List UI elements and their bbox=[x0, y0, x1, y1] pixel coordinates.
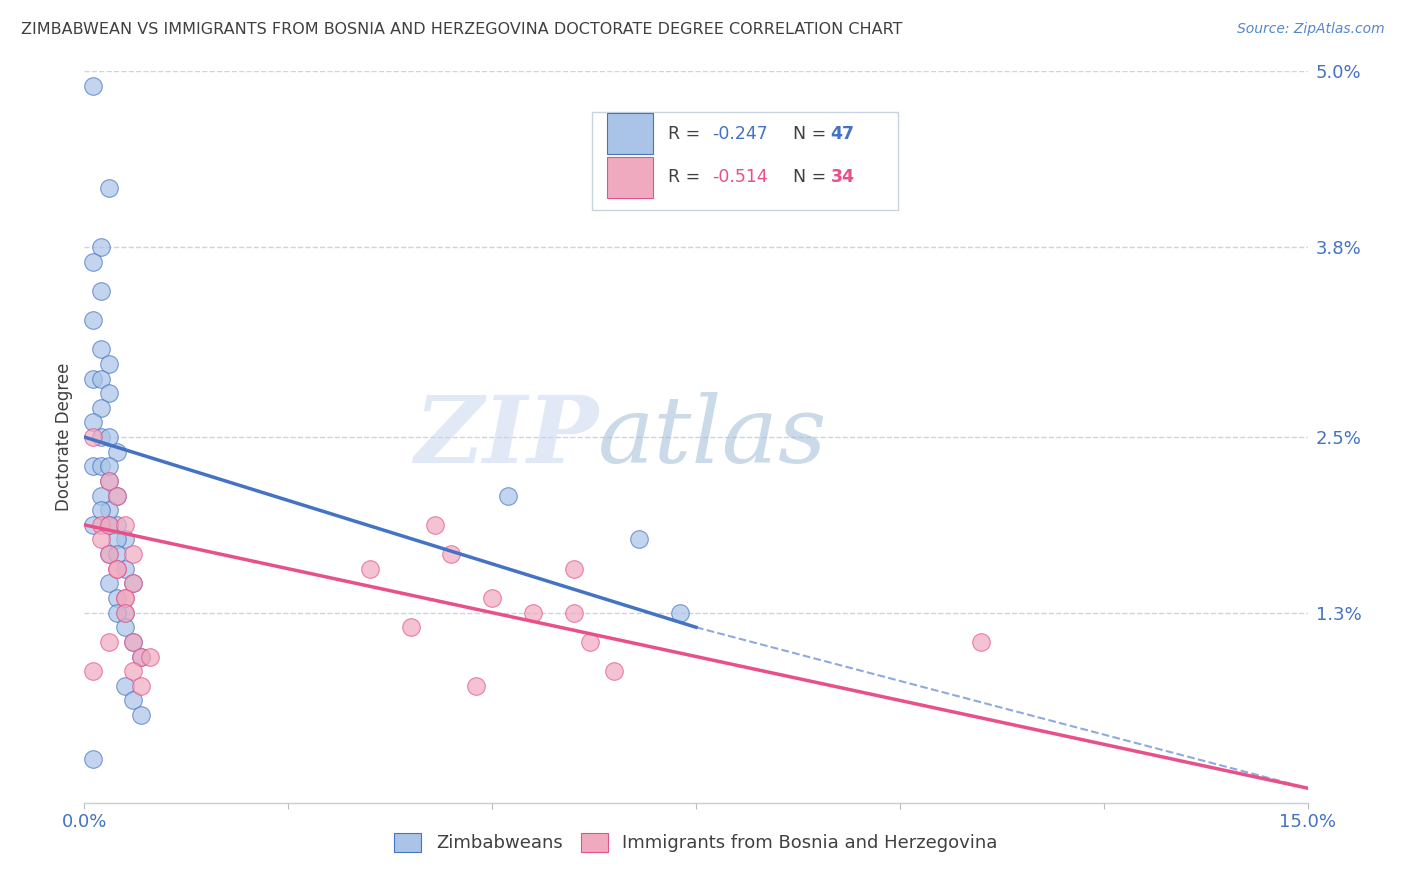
Point bbox=[90, 371, 112, 385]
FancyBboxPatch shape bbox=[592, 112, 898, 211]
Text: N =: N = bbox=[782, 125, 831, 143]
Point bbox=[498, 489, 520, 503]
Text: N =: N = bbox=[782, 169, 831, 186]
Point bbox=[579, 635, 602, 649]
Point bbox=[105, 562, 128, 576]
Point bbox=[97, 474, 120, 488]
Point bbox=[423, 517, 446, 532]
Point bbox=[603, 664, 626, 678]
Point bbox=[90, 343, 112, 357]
Point bbox=[359, 562, 381, 576]
Point bbox=[114, 533, 136, 547]
Point bbox=[90, 240, 112, 254]
Point bbox=[105, 489, 128, 503]
Point bbox=[97, 517, 120, 532]
Text: atlas: atlas bbox=[598, 392, 828, 482]
Point bbox=[97, 547, 120, 561]
Point bbox=[90, 489, 112, 503]
Point bbox=[131, 679, 153, 693]
Point bbox=[668, 606, 690, 620]
Point bbox=[82, 254, 104, 268]
Point bbox=[82, 78, 104, 93]
Point bbox=[82, 371, 104, 385]
Legend: Zimbabweans, Immigrants from Bosnia and Herzegovina: Zimbabweans, Immigrants from Bosnia and … bbox=[387, 826, 1005, 860]
Point bbox=[131, 708, 153, 723]
Text: -0.247: -0.247 bbox=[711, 125, 768, 143]
Point bbox=[122, 664, 145, 678]
Point bbox=[82, 664, 104, 678]
Point bbox=[105, 533, 128, 547]
Point bbox=[114, 606, 136, 620]
Text: ZIMBABWEAN VS IMMIGRANTS FROM BOSNIA AND HERZEGOVINA DOCTORATE DEGREE CORRELATIO: ZIMBABWEAN VS IMMIGRANTS FROM BOSNIA AND… bbox=[21, 22, 903, 37]
Point bbox=[105, 489, 128, 503]
Point bbox=[90, 517, 112, 532]
Point bbox=[562, 562, 585, 576]
Point bbox=[82, 416, 104, 430]
Point bbox=[122, 547, 145, 561]
Point bbox=[90, 401, 112, 415]
Text: -0.514: -0.514 bbox=[711, 169, 768, 186]
Point bbox=[90, 533, 112, 547]
Point bbox=[97, 474, 120, 488]
Point bbox=[82, 459, 104, 474]
Point bbox=[114, 591, 136, 605]
Point bbox=[97, 459, 120, 474]
Y-axis label: Doctorate Degree: Doctorate Degree bbox=[55, 363, 73, 511]
Point bbox=[970, 635, 993, 649]
Point bbox=[138, 649, 160, 664]
Point bbox=[105, 517, 128, 532]
Point bbox=[90, 459, 112, 474]
Text: R =: R = bbox=[668, 125, 706, 143]
Point bbox=[122, 693, 145, 707]
Point bbox=[114, 620, 136, 634]
Point bbox=[440, 547, 463, 561]
Point bbox=[399, 620, 422, 634]
Point bbox=[131, 649, 153, 664]
Point bbox=[131, 649, 153, 664]
Text: R =: R = bbox=[668, 169, 706, 186]
Point bbox=[82, 752, 104, 766]
Text: Source: ZipAtlas.com: Source: ZipAtlas.com bbox=[1237, 22, 1385, 37]
Point bbox=[97, 181, 120, 195]
Point bbox=[97, 517, 120, 532]
Point bbox=[627, 533, 650, 547]
Point bbox=[82, 517, 104, 532]
Point bbox=[122, 635, 145, 649]
Point bbox=[82, 430, 104, 444]
Text: 47: 47 bbox=[831, 125, 855, 143]
Point bbox=[114, 517, 136, 532]
Point bbox=[122, 576, 145, 591]
Point bbox=[522, 606, 544, 620]
Point bbox=[82, 313, 104, 327]
Text: ZIP: ZIP bbox=[413, 392, 598, 482]
Point bbox=[97, 547, 120, 561]
Point bbox=[90, 503, 112, 517]
Point bbox=[481, 591, 503, 605]
Point bbox=[97, 386, 120, 401]
Point bbox=[122, 576, 145, 591]
Point bbox=[105, 591, 128, 605]
FancyBboxPatch shape bbox=[606, 113, 654, 153]
Point bbox=[105, 562, 128, 576]
Point bbox=[97, 576, 120, 591]
Point bbox=[114, 679, 136, 693]
Point bbox=[97, 430, 120, 444]
Point bbox=[114, 562, 136, 576]
Point bbox=[105, 547, 128, 561]
Point bbox=[114, 591, 136, 605]
Point bbox=[122, 635, 145, 649]
Point bbox=[562, 606, 585, 620]
Point bbox=[90, 430, 112, 444]
FancyBboxPatch shape bbox=[606, 157, 654, 197]
Point bbox=[97, 635, 120, 649]
Point bbox=[90, 284, 112, 298]
Point bbox=[97, 357, 120, 371]
Point bbox=[464, 679, 486, 693]
Point bbox=[97, 503, 120, 517]
Text: 34: 34 bbox=[831, 169, 855, 186]
Point bbox=[114, 606, 136, 620]
Point bbox=[105, 606, 128, 620]
Point bbox=[105, 444, 128, 458]
